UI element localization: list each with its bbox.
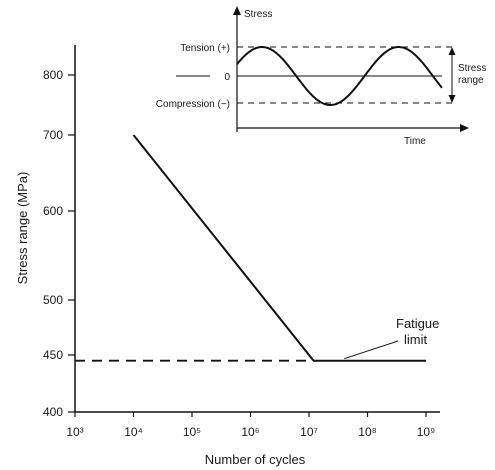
- main-plot: 400 450 500 600 700 800 10³ 10⁴ 10⁵ 10⁶ 10⁷ 10⁸ 10⁹…: [15, 45, 440, 467]
- y-tick-group: 400 450 500 600 700 800: [43, 68, 75, 419]
- fatigue-limit-label-line2: limit: [404, 332, 427, 347]
- stress-range-arrowhead-top: [448, 47, 456, 55]
- x-tick-label-3: 10⁶: [241, 425, 259, 439]
- inset-x-label: Time: [404, 136, 426, 147]
- sn-curve-series: [132, 134, 426, 362]
- zero-label: 0: [224, 72, 230, 83]
- y-axis-label: Stress range (MPa): [15, 172, 30, 285]
- stress-range-label-line2: range: [458, 75, 484, 86]
- y-tick-label-400: 400: [43, 405, 63, 419]
- y-tick-label-700: 700: [43, 128, 63, 142]
- x-tick-label-0: 10³: [66, 425, 83, 439]
- y-tick-label-500: 500: [43, 293, 63, 307]
- x-tick-label-6: 10⁹: [417, 425, 436, 439]
- x-axis-label: Number of cycles: [205, 452, 306, 467]
- inset-sine-curve: [236, 46, 443, 106]
- fatigue-limit-label: Fatigue: [396, 316, 439, 331]
- inset-x-arrowhead: [460, 124, 469, 132]
- stress-range-arrowhead-bottom: [448, 95, 456, 103]
- x-tick-label-4: 10⁷: [300, 425, 318, 439]
- y-tick-label-450: 450: [43, 348, 63, 362]
- fatigue-limit-leader-line: [344, 340, 399, 360]
- stress-range-label: Stress: [458, 63, 486, 74]
- tension-label: Tension (+): [180, 43, 230, 54]
- y-tick-label-800: 800: [43, 68, 63, 82]
- x-tick-label-1: 10⁴: [124, 425, 143, 439]
- compression-label: Compression (−): [156, 99, 230, 110]
- inset-stress-time-chart: Stress Time Tension (+) 0 Compression (−…: [156, 6, 486, 147]
- y-tick-label-600: 600: [43, 204, 63, 218]
- x-tick-label-5: 10⁸: [358, 425, 376, 439]
- x-tick-label-2: 10⁵: [183, 425, 201, 439]
- inset-y-arrowhead: [233, 6, 241, 15]
- x-tick-group: 10³ 10⁴ 10⁵ 10⁶ 10⁷ 10⁸ 10⁹: [66, 412, 435, 439]
- inset-y-label: Stress: [244, 9, 272, 20]
